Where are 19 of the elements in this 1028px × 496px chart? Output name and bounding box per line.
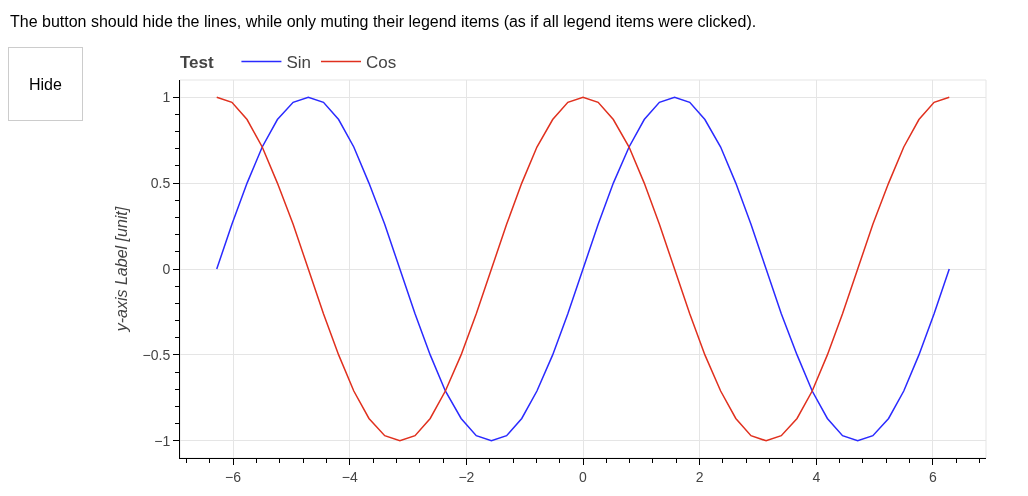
legend-label: Cos — [366, 53, 397, 73]
y-tick-label: 0.5 — [150, 174, 171, 191]
x-tick-label: 4 — [812, 468, 821, 485]
text: Hide — [29, 75, 62, 93]
y-tick-label: 0 — [162, 260, 171, 277]
x-tick-label: 2 — [695, 468, 704, 485]
y-tick-label: 1 — [162, 89, 171, 106]
y-tick-label: −1 — [154, 432, 171, 449]
legend-label: Sin — [286, 53, 311, 73]
x-tick-label: −4 — [341, 468, 358, 485]
y-axis-title: y-axis Label [unit] — [113, 206, 131, 333]
chart-title: Test — [180, 52, 215, 72]
x-tick-label: 0 — [579, 468, 588, 485]
x-tick-label: −6 — [225, 468, 242, 485]
x-tick-label: −2 — [458, 468, 475, 485]
line-series — [215, 96, 951, 442]
y-tick-label: −0.5 — [142, 346, 171, 363]
text: The button should hide the lines, while only muting their legend items (as if all legend items were clicked). — [10, 13, 757, 30]
x-tick-label: 6 — [929, 468, 938, 485]
